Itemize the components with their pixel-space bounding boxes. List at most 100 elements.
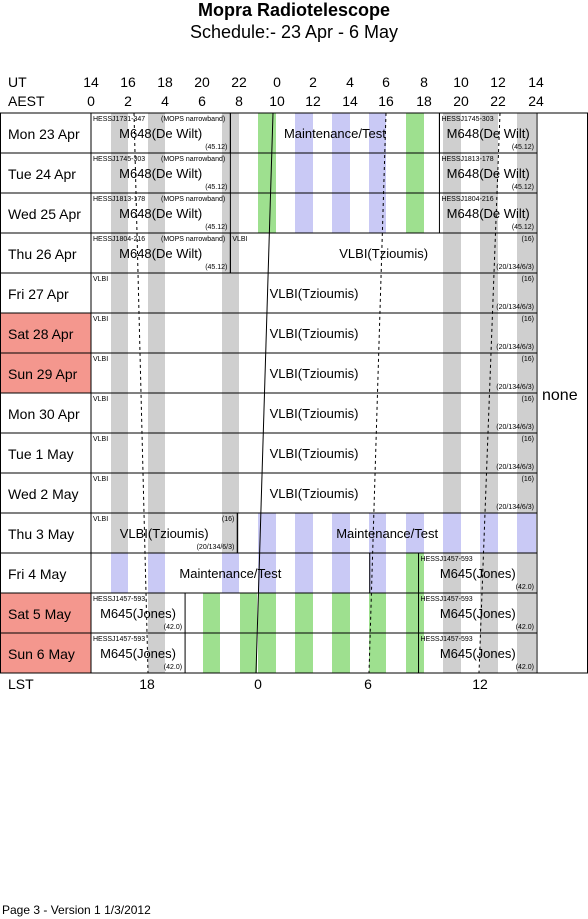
schedule-block[interactable]: HESSJ1457-593(42.0)M645(Jones) [418,633,538,673]
schedule-block[interactable]: HESSJ1813-178 (45.12) M648(De Wilt) [438,153,538,193]
grey-band [148,273,165,313]
block-name: M648(De Wilt) [447,166,530,181]
page-subtitle: Schedule:- 23 Apr - 6 May [189,22,399,42]
lavender-band [369,153,386,193]
block-name: VLBI(Tzioumis) [270,286,359,301]
schedule-block[interactable]: HESSJ1457-593(42.0)M645(Jones) [90,633,186,673]
block-note: (MOPS narrowband) [161,196,225,203]
schedule-block[interactable]: HESSJ1457-593(42.0)M645(Jones) [418,593,538,633]
block-source: VLBI [232,236,247,243]
schedule-block[interactable]: VLBI (16) (20/134/6/3) VLBI(Tzioumis) [229,233,538,273]
schedule-block[interactable]: VLBI (16) (20/134/6/3) VLBI(Tzioumis) [90,473,538,513]
green-band [406,113,424,153]
footer-text: Page 3 - Version 1 1/3/2012 [2,903,151,917]
grey-band [480,353,498,393]
green-band [295,633,313,673]
schedule-block[interactable]: VLBI (16) (20/134/6/3) VLBI(Tzioumis) [90,513,238,553]
block-source: HESSJ1813-178 [93,196,145,203]
block-note: (MOPS narrowband) [161,116,225,123]
block-note: (16) [522,476,534,483]
weekend-cell [0,633,91,673]
grey-band [443,233,461,273]
grey-band [517,353,536,393]
grey-band [517,433,536,473]
schedule-block[interactable]: HESSJ1745-303 (45.12) M648(De Wilt) [438,113,538,153]
block-name: M648(De Wilt) [447,206,530,221]
green-band [240,633,257,673]
grey-band [111,233,128,273]
schedule-block[interactable]: HESSJ1804-216 (45.12) M648(De Wilt) [438,193,538,233]
weekend-cell [0,353,91,393]
grey-band [443,553,461,593]
block-code: (45.12) [512,224,534,231]
block-name: M648(De Wilt) [119,246,202,261]
weekend-cell [0,313,91,353]
block-name: Maintenance/Test [179,566,281,581]
grey-band [517,113,536,153]
day-label: Sat 5 May [8,606,71,622]
schedule-block[interactable]: HESSJ1813-178 (MOPS narrowband) (45.12)M64… [90,193,231,233]
schedule-block[interactable]: HESSJ1457-593(42.0)M645(Jones) [90,593,186,633]
block-source: HESSJ1457-593 [421,596,473,603]
ut-tick-label: 18 [157,74,173,90]
block-code: (42.0) [516,584,534,591]
block-code: (45.12) [205,184,227,191]
lst-guide-line [255,112,274,674]
aest-tick-label: 14 [342,93,358,109]
block-code: (42.0) [164,624,182,631]
aest-tick-label: 2 [124,93,132,109]
schedule-block[interactable]: Maintenance/Test [90,553,371,593]
grey-band [443,353,461,393]
lavender-band [148,553,165,593]
block-source: VLBI [93,356,108,363]
block-source: VLBI [93,396,108,403]
block-source: HESSJ1804-216 [441,196,493,203]
lst-axis-label: LST [8,676,34,692]
aest-tick-label: 12 [305,93,321,109]
grey-band [222,433,239,473]
grey-band [111,473,128,513]
grey-band [148,313,165,353]
schedule-block[interactable]: VLBI (16) (20/134/6/3) VLBI(Tzioumis) [90,313,538,353]
day-label: Sun 29 Apr [8,366,78,382]
grey-band [222,273,239,313]
aest-tick-label: 10 [269,93,285,109]
grey-band [517,193,536,233]
schedule-block[interactable]: HESSJ1457-593(42.0)M645(Jones) [418,553,538,593]
schedule-block[interactable]: Maintenance/Test [236,513,538,553]
grey-band [148,113,165,153]
block-note: (16) [522,396,534,403]
block-source: VLBI [93,476,108,483]
green-band [406,553,424,593]
block-code: (20/134/6/3) [496,384,534,391]
aest-tick-label: 22 [490,93,506,109]
green-band [406,193,424,233]
schedule-block[interactable]: VLBI (16) (20/134/6/3) VLBI(Tzioumis) [90,433,538,473]
grey-band [148,593,165,633]
ut-tick-label: 6 [382,74,390,90]
block-name: M645(Jones) [100,606,176,621]
block-name: M648(De Wilt) [119,126,202,141]
lavender-band [258,553,276,593]
grey-band [480,433,498,473]
block-source: VLBI [93,516,108,523]
schedule-block[interactable]: VLBI (16) (20/134/6/3) VLBI(Tzioumis) [90,393,538,433]
schedule-block[interactable]: VLBI (16) (20/134/6/3) VLBI(Tzioumis) [90,273,538,313]
ut-tick-label: 4 [346,74,354,90]
block-note: (16) [522,236,534,243]
schedule-block[interactable]: VLBI (16) (20/134/6/3) VLBI(Tzioumis) [90,353,538,393]
grey-band [148,633,165,673]
grey-band [222,473,239,513]
grey-band [517,313,536,353]
lavender-band [258,513,276,553]
ut-tick-label: 10 [453,74,469,90]
grey-band [111,513,128,553]
block-source: HESSJ1804-216 [93,236,145,243]
block-code: (20/134/6/3) [496,424,534,431]
grey-band [443,153,461,193]
grey-band [222,353,239,393]
ut-tick-label: 2 [309,74,317,90]
aest-tick-label: 18 [416,93,432,109]
schedule-block[interactable]: HESSJ1745-303 (MOPS narrowband) (45.12)M64… [90,153,231,193]
lavender-band [480,513,498,553]
